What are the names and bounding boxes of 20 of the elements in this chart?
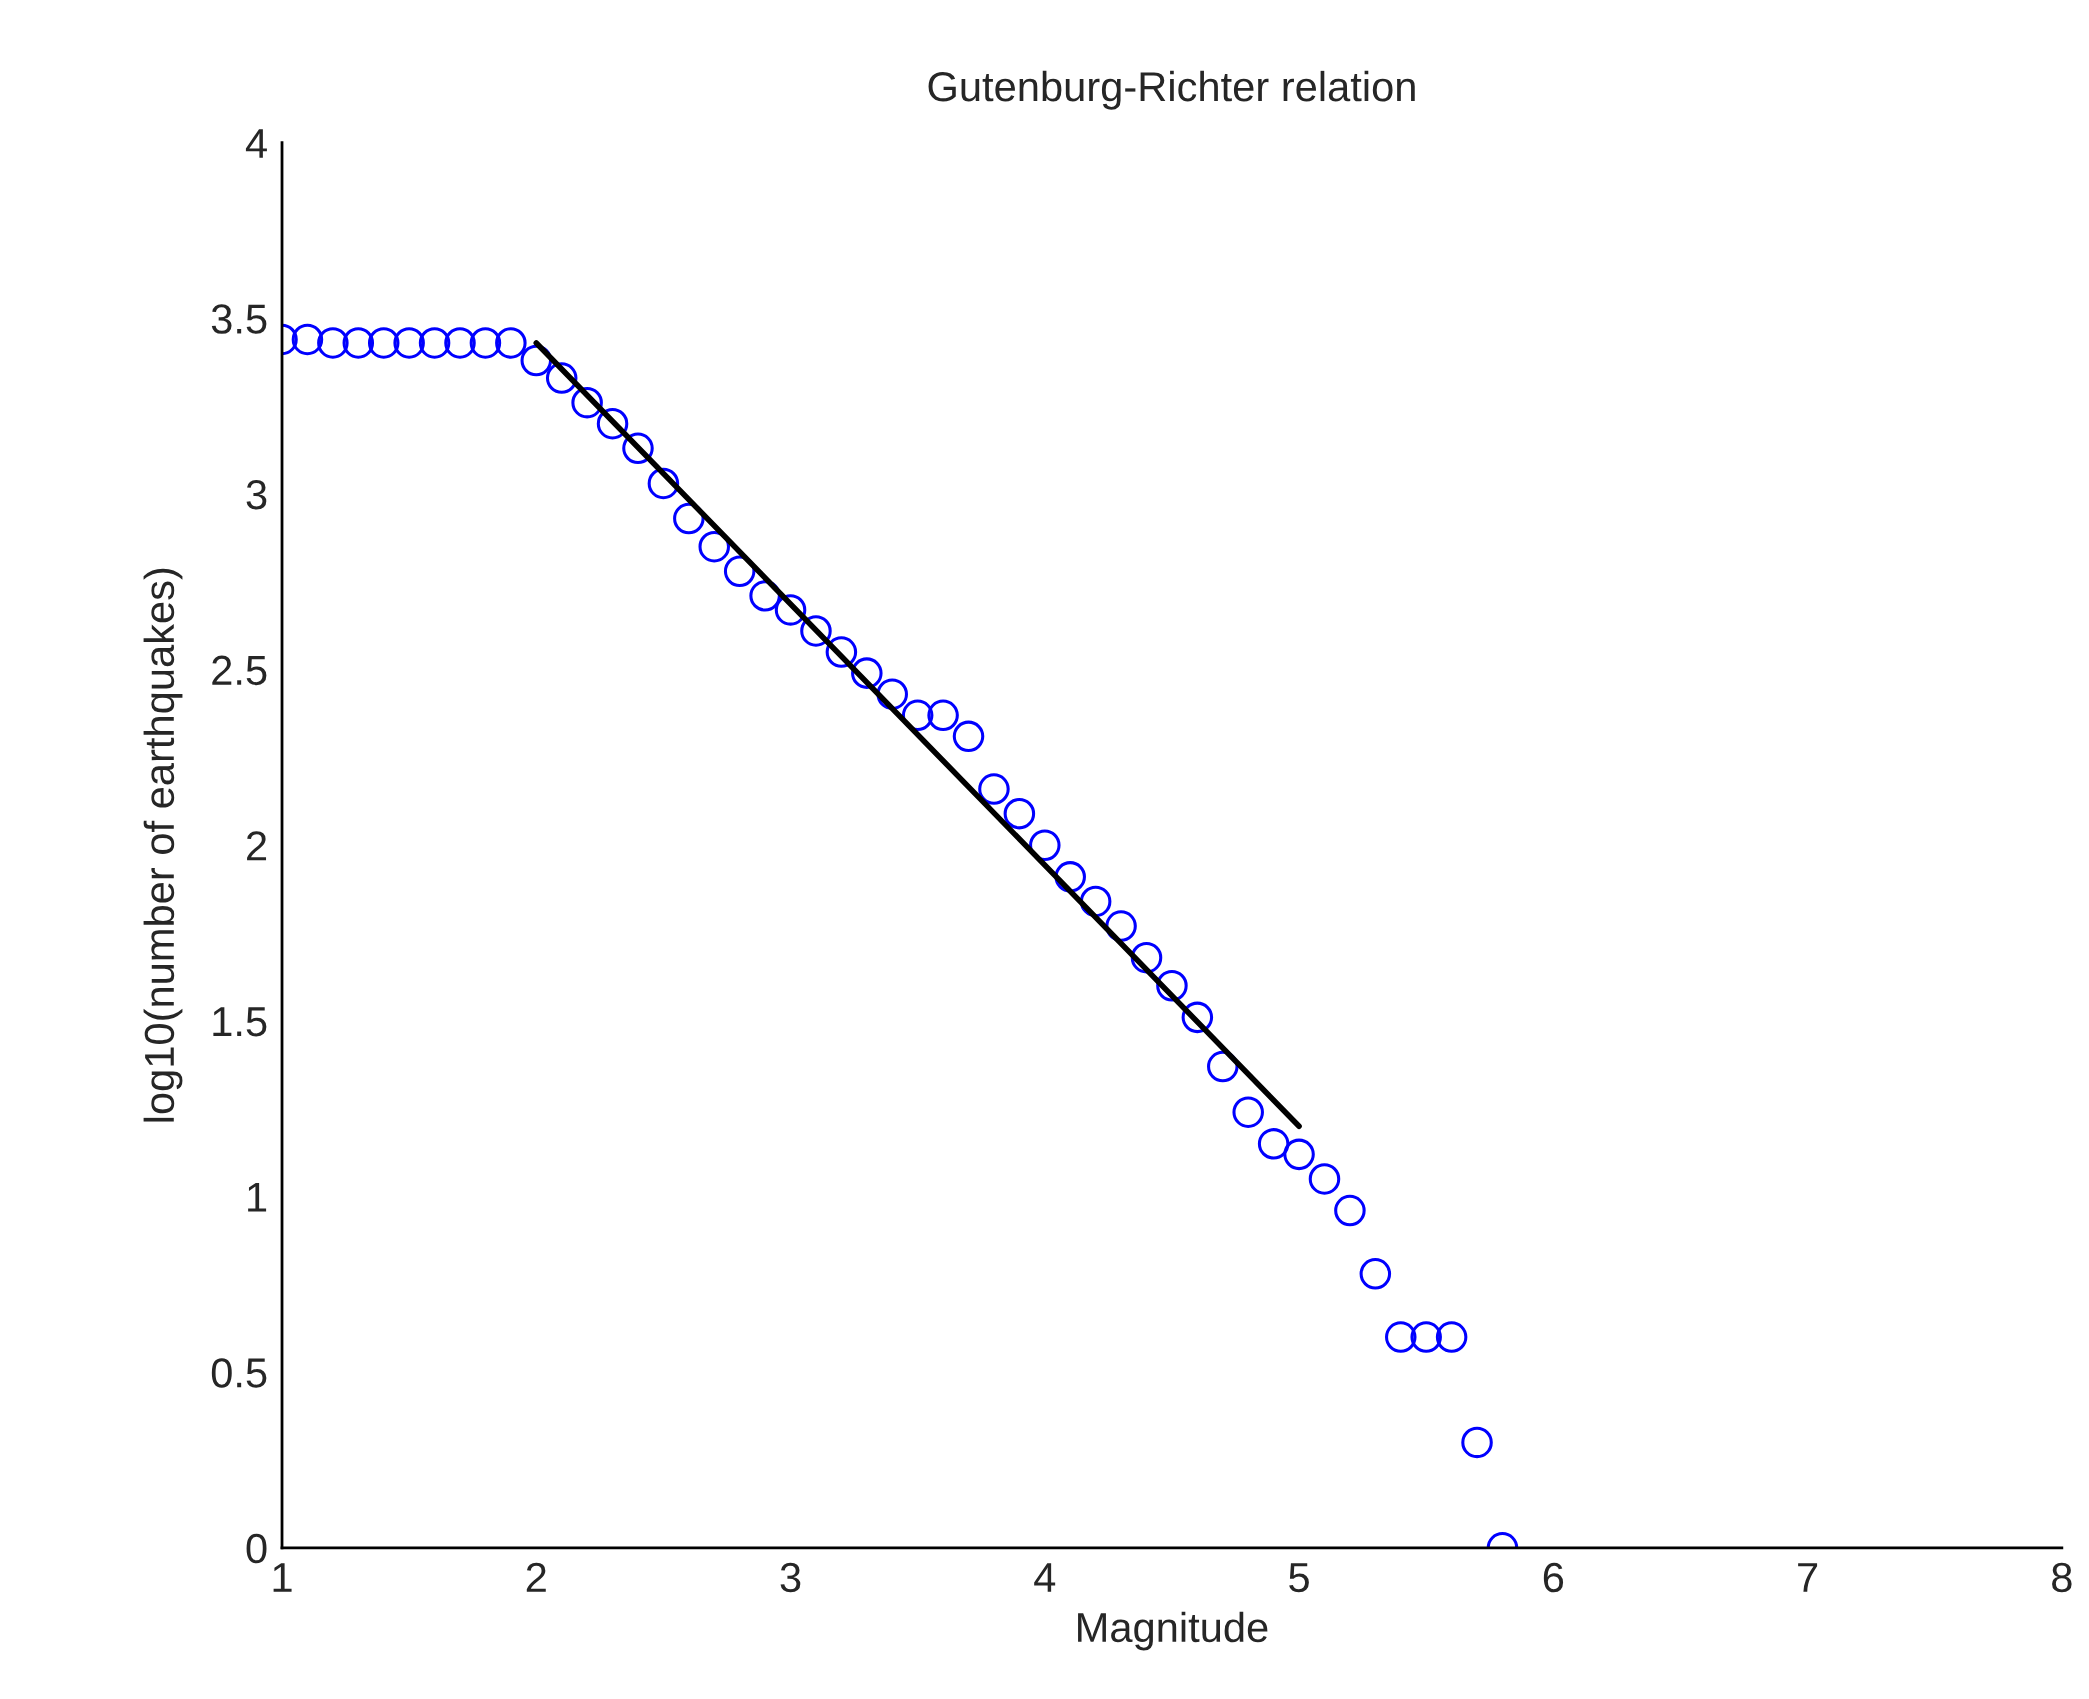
x-tick-label: 3 bbox=[780, 1562, 801, 1593]
y-tick-label: 3.5 bbox=[211, 304, 267, 334]
y-tick-label: 1 bbox=[248, 1182, 267, 1212]
y-tick-label: 1.5 bbox=[213, 1007, 267, 1037]
x-tick-label: 8 bbox=[2052, 1562, 2072, 1593]
x-tick-label: 5 bbox=[1289, 1563, 1309, 1593]
x-tick-label: 4 bbox=[1034, 1563, 1056, 1592]
y-axis-title: log10(number of earthquakes) bbox=[143, 568, 183, 1122]
chart-title: Gutenburg-Richter relation bbox=[928, 70, 1415, 110]
y-tick-label: 4 bbox=[245, 129, 267, 158]
x-tick-label: 2 bbox=[526, 1562, 546, 1592]
y-tick-label: 0.5 bbox=[211, 1358, 267, 1388]
x-tick-label: 7 bbox=[1798, 1563, 1818, 1592]
x-axis-title: Magnitude bbox=[1078, 1611, 1268, 1651]
x-tick-label: 1 bbox=[273, 1563, 292, 1592]
y-tick-label: 0 bbox=[246, 1533, 267, 1564]
y-tick-label: 2 bbox=[247, 831, 267, 861]
y-tick-label: 3 bbox=[246, 479, 267, 510]
y-tick-label: 2.5 bbox=[212, 655, 267, 686]
x-tick-label: 6 bbox=[1543, 1562, 1564, 1593]
